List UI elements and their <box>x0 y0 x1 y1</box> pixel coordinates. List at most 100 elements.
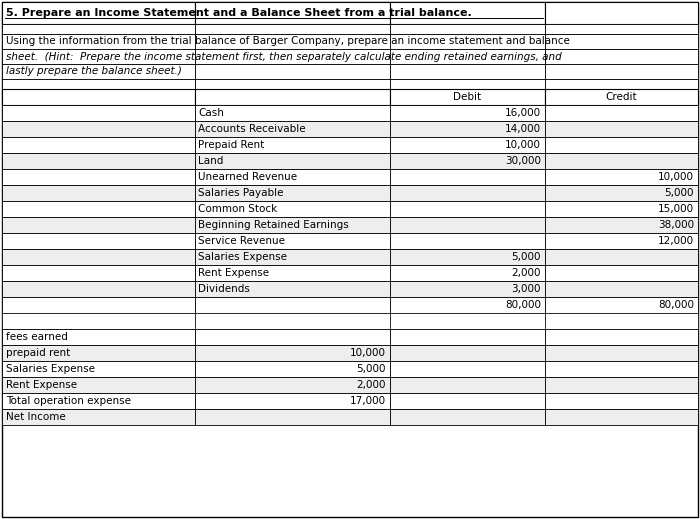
Bar <box>2 393 195 409</box>
Bar <box>390 409 545 425</box>
Text: 30,000: 30,000 <box>505 156 541 166</box>
Bar <box>195 393 390 409</box>
Bar <box>545 361 698 377</box>
Bar <box>545 265 698 281</box>
Text: 5,000: 5,000 <box>356 364 386 374</box>
Bar <box>390 185 545 201</box>
Bar <box>2 313 195 329</box>
Bar <box>195 24 390 34</box>
Bar <box>195 377 390 393</box>
Bar <box>2 265 195 281</box>
Bar <box>390 361 545 377</box>
Bar <box>2 121 195 137</box>
Bar <box>390 34 545 49</box>
Bar <box>2 2 195 24</box>
Bar <box>195 281 390 297</box>
Bar <box>390 121 545 137</box>
Text: 17,000: 17,000 <box>350 396 386 406</box>
Bar <box>545 185 698 201</box>
Bar <box>545 79 698 89</box>
Bar <box>195 105 390 121</box>
Text: Dividends: Dividends <box>198 284 250 294</box>
Bar <box>545 153 698 169</box>
Bar <box>390 24 545 34</box>
Bar <box>545 297 698 313</box>
Bar <box>195 265 390 281</box>
Bar <box>390 217 545 233</box>
Bar <box>195 169 390 185</box>
Bar <box>545 313 698 329</box>
Bar <box>545 233 698 249</box>
Bar <box>2 329 195 345</box>
Bar <box>545 169 698 185</box>
Text: 15,000: 15,000 <box>658 204 694 214</box>
Bar <box>195 185 390 201</box>
Text: Credit: Credit <box>606 92 637 102</box>
Text: Land: Land <box>198 156 223 166</box>
Bar <box>195 217 390 233</box>
Bar <box>195 79 390 89</box>
Text: 3,000: 3,000 <box>512 284 541 294</box>
Bar <box>195 64 390 79</box>
Text: Debit: Debit <box>453 92 481 102</box>
Bar <box>545 249 698 265</box>
Bar <box>195 233 390 249</box>
Bar <box>2 281 195 297</box>
Text: 12,000: 12,000 <box>658 236 694 246</box>
Bar <box>390 393 545 409</box>
Text: Service Revenue: Service Revenue <box>198 236 285 246</box>
Bar <box>545 137 698 153</box>
Bar <box>390 105 545 121</box>
Bar <box>390 377 545 393</box>
Bar <box>2 297 195 313</box>
Bar <box>545 105 698 121</box>
Bar <box>195 2 390 24</box>
Text: Beginning Retained Earnings: Beginning Retained Earnings <box>198 220 349 230</box>
Bar <box>2 64 195 79</box>
Bar <box>390 281 545 297</box>
Bar <box>2 377 195 393</box>
Bar <box>390 79 545 89</box>
Bar <box>390 233 545 249</box>
Bar <box>2 153 195 169</box>
Bar <box>2 79 195 89</box>
Bar <box>390 201 545 217</box>
Text: 14,000: 14,000 <box>505 124 541 134</box>
Text: 2,000: 2,000 <box>512 268 541 278</box>
Bar <box>390 89 545 105</box>
Bar <box>195 34 390 49</box>
Bar <box>545 409 698 425</box>
Bar <box>390 49 545 64</box>
Bar <box>195 297 390 313</box>
Bar <box>545 121 698 137</box>
Text: Total operation expense: Total operation expense <box>6 396 131 406</box>
Bar <box>2 249 195 265</box>
Bar <box>2 361 195 377</box>
Text: Prepaid Rent: Prepaid Rent <box>198 140 265 150</box>
Bar <box>545 24 698 34</box>
Text: Cash: Cash <box>198 108 224 118</box>
Bar <box>545 281 698 297</box>
Bar <box>195 121 390 137</box>
Bar <box>390 2 545 24</box>
Text: 10,000: 10,000 <box>350 348 386 358</box>
Bar <box>545 34 698 49</box>
Text: Using the information from the trial balance of Barger Company, prepare an incom: Using the information from the trial bal… <box>6 36 570 47</box>
Bar <box>545 201 698 217</box>
Bar <box>390 265 545 281</box>
Bar <box>545 64 698 79</box>
Text: fees earned: fees earned <box>6 332 68 342</box>
Bar <box>390 153 545 169</box>
Bar <box>195 345 390 361</box>
Bar <box>2 409 195 425</box>
Bar <box>2 89 195 105</box>
Text: 80,000: 80,000 <box>505 300 541 310</box>
Bar <box>2 24 195 34</box>
Text: 80,000: 80,000 <box>658 300 694 310</box>
Text: Salaries Payable: Salaries Payable <box>198 188 284 198</box>
Bar <box>2 105 195 121</box>
Bar <box>390 297 545 313</box>
Bar <box>195 201 390 217</box>
Bar <box>195 361 390 377</box>
Bar <box>2 345 195 361</box>
